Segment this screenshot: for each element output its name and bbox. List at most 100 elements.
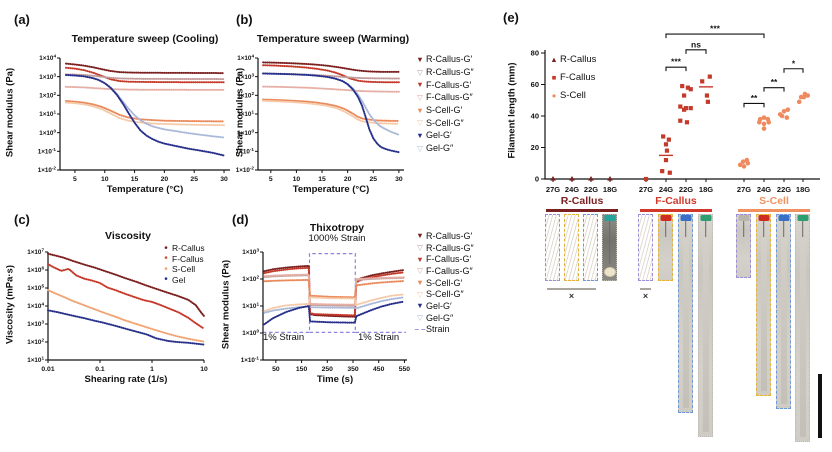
tri-up-icon: ▲ [550, 54, 558, 64]
legend-label: S-Cell [172, 264, 196, 275]
legend-label: F-Callus-G″ [426, 265, 473, 276]
significance-bracket [763, 87, 785, 92]
data-point-circle [785, 107, 791, 112]
tri-open-icon: ▽ [417, 67, 423, 77]
data-point-circle [784, 115, 790, 120]
series-S-Cell-G″ [65, 101, 225, 127]
needle-hub [778, 215, 789, 221]
legend-item-F-Callus-G″: ▽ F-Callus-G″ [414, 91, 474, 104]
panel-b-plot: 1×104 1×103 1×102 1×101 1×100 1×10-1 1×10-2 5 10… [236, 54, 404, 183]
legend-item-Gel-G′: ▼ Gel-G′ [414, 300, 474, 312]
filament-placeholder-R-Callus-27G [545, 214, 560, 281]
panel-a-xlabel: Temperature (°C) [106, 184, 184, 195]
legend-item-S-Cell-G′: ▼ S-Cell-G′ [414, 104, 474, 117]
data-point-square [705, 99, 710, 104]
legend-filament: ▲ R-Callus ■ F-Callus ● S-Cell [548, 50, 596, 104]
legend-item-R-Callus-G′: ▼ R-Callus-G′ [414, 53, 474, 66]
y-tick-label: 40 [531, 112, 539, 121]
series-S-Cell-G′ [263, 278, 405, 299]
y-tick-label: 1×10-1 [38, 147, 57, 156]
legend-label: S-Cell-G′ [426, 277, 463, 288]
x-tick-label: 450 [373, 366, 385, 373]
gauge-tick-label: 22G [679, 185, 693, 194]
y-tick-label: 1×101 [242, 302, 259, 311]
panel-d-title: Thixotropy [309, 222, 365, 234]
data-point-circle [796, 99, 802, 105]
series-Gel-G′ [263, 300, 405, 326]
y-tick-label: 20 [531, 143, 539, 152]
legend-item-Gel-G″: ▽ Gel-G″ [414, 142, 474, 155]
panel-c-ylabel: Viscosity (mPa·s) [4, 264, 16, 345]
data-point-circle [741, 164, 747, 169]
failed-range-line [547, 288, 596, 290]
series-F-Callus [47, 263, 205, 330]
square-icon: ■ [551, 72, 557, 82]
significance-label: *** [671, 57, 682, 67]
significance-label: ** [751, 93, 758, 103]
panel-c-label: (c) [14, 212, 30, 227]
data-point-circle [766, 120, 772, 125]
legend-item-F-Callus-G′: ▼ F-Callus-G′ [414, 78, 474, 91]
filament-strand [799, 237, 806, 437]
gauge-tick-label: 24G [565, 185, 579, 194]
legend-label: S-Cell-G′ [426, 105, 463, 116]
filament-strand [760, 237, 767, 391]
significance-label: ns [691, 39, 701, 49]
y-tick-label: 1×101 [39, 110, 56, 119]
x-tick-label: 25 [369, 176, 377, 183]
series-F-Callus-G″ [65, 85, 225, 91]
data-point-square [688, 106, 693, 111]
significance-bracket [665, 33, 765, 39]
needle-hub [738, 215, 749, 221]
panel-a-label: (a) [14, 12, 30, 27]
series-R-Callus-G′ [65, 62, 225, 75]
filament-photo-S-Cell-18G [795, 214, 810, 442]
data-point-square [678, 118, 683, 123]
gel-droplet [603, 267, 616, 277]
legend-item-Strain: – – Strain [414, 324, 474, 336]
data-point-circle [756, 120, 762, 125]
x-tick-label: 20 [161, 176, 169, 183]
legend-item-R-Callus-G″: ▽ R-Callus-G″ [414, 66, 474, 79]
series-F-Callus-G″ [263, 273, 405, 306]
dot-icon: • [164, 263, 168, 275]
panel-b-label: (b) [236, 12, 253, 27]
legend-label: R-Callus-G″ [426, 242, 474, 253]
data-point-square [666, 137, 671, 142]
legend-item-R-Callus-G″: ▽ R-Callus-G″ [414, 242, 474, 254]
filament-photo-F-Callus-18G [698, 214, 713, 437]
legend-label: Gel-G′ [426, 130, 452, 141]
failed-mark: × [642, 291, 649, 301]
data-point-square [684, 120, 690, 125]
filament-photo-S-Cell-27G [736, 214, 751, 278]
legend-label: Gel-G″ [426, 312, 454, 323]
legend-label: F-Callus-G″ [426, 92, 473, 103]
data-point-circle [761, 126, 767, 131]
y-tick-label: 1×102 [27, 338, 44, 347]
panel-c-title: Viscosity [105, 230, 151, 242]
filament-group-label: S-Cell [759, 195, 789, 207]
needle [801, 221, 804, 237]
tri-open-icon: ▽ [417, 243, 423, 253]
tri-open-icon: ▽ [417, 313, 423, 323]
data-point-circle [740, 159, 746, 164]
panel-d-xlabel: Time (s) [316, 374, 354, 385]
panel-c-xlabel: Shearing rate (1/s) [84, 374, 168, 385]
legend-label: Gel-G′ [426, 300, 452, 311]
tri-filled-icon: ▼ [416, 54, 424, 64]
data-point-circle [801, 94, 807, 100]
panel-e-label: (e) [503, 10, 519, 25]
x-tick-label: 250 [322, 366, 334, 373]
tri-filled-icon: ▼ [416, 80, 424, 90]
data-point-square [682, 93, 687, 98]
tri-open-icon: ▽ [417, 289, 423, 299]
legend-label: S-Cell-G″ [426, 117, 464, 128]
needle-hub [660, 215, 671, 221]
y-tick-label: 1×103 [242, 248, 259, 257]
x-tick-label: 150 [296, 366, 308, 373]
filament-photo-F-Callus-22G [678, 214, 693, 413]
panel-e-ylabel: Filament length (mm) [506, 62, 518, 159]
legend-item-Gel: • Gel [160, 274, 205, 285]
x-tick-label: 0.1 [95, 366, 105, 373]
legend-label: Gel-G″ [426, 143, 454, 154]
